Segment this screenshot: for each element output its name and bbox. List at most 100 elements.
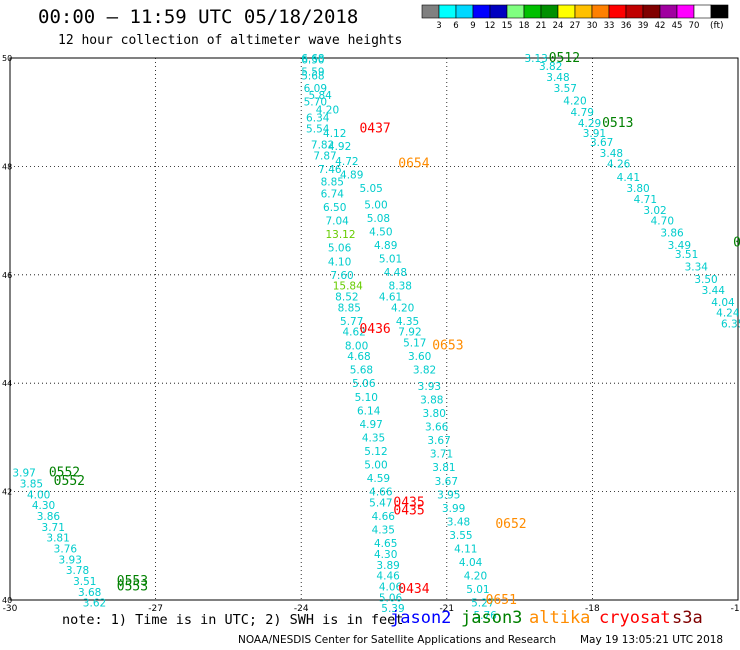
colorbar-swatch xyxy=(693,4,712,19)
wave-height-value: 3.51 xyxy=(675,249,698,261)
wave-height-value: 4.00 xyxy=(27,489,50,501)
wave-height-value: 6.74 xyxy=(321,189,345,201)
wave-height-value: 15.84 xyxy=(333,281,363,293)
wave-height-value: 4.24 xyxy=(716,308,740,320)
wave-height-value: 5.05 xyxy=(359,183,382,195)
wave-height-value: 3.55 xyxy=(449,530,472,542)
footer-credit: NOAA/NESDIS Center for Satellite Applica… xyxy=(238,634,556,646)
page-title: 00:00 – 11:59 UTC 05/18/2018 xyxy=(38,6,359,28)
colorbar-tick-label: 42 xyxy=(655,21,666,31)
pass-label: 0 xyxy=(733,235,740,250)
wave-height-value: 4.59 xyxy=(367,473,390,485)
wave-height-value: 3.62 xyxy=(83,598,106,610)
y-tick-label: 44 xyxy=(2,379,12,388)
wave-height-value: 4.48 xyxy=(384,267,407,279)
wave-height-value: 5.59 xyxy=(301,67,324,79)
plot-frame xyxy=(9,57,739,601)
wave-height-value: 4.30 xyxy=(374,549,397,561)
colorbar-tick-label: 3 xyxy=(436,21,441,31)
wave-height-value: 3.81 xyxy=(46,533,69,545)
wave-height-value: 5.01 xyxy=(379,254,402,266)
colorbar-swatch xyxy=(659,4,678,19)
pass-label: 0654 xyxy=(398,157,429,172)
colorbar-swatch xyxy=(489,4,508,19)
wave-height-value: 3.51 xyxy=(73,576,96,588)
colorbar-swatch xyxy=(625,4,644,19)
colorbar-tick-label: 27 xyxy=(570,21,581,31)
wave-height-value: 4.04 xyxy=(459,557,483,569)
wave-height-value: 4.20 xyxy=(464,571,487,583)
wave-height-value: 8.00 xyxy=(345,340,368,352)
pass-label: 0552 xyxy=(49,466,80,481)
colorbar-tick-label: 33 xyxy=(604,21,615,31)
colorbar-swatch xyxy=(557,4,576,19)
footer-timestamp: May 19 13:05:21 UTC 2018 xyxy=(580,634,724,646)
wave-height-value: 3.67 xyxy=(590,137,613,149)
wave-height-value: 4.71 xyxy=(634,194,657,206)
colorbar-tick-label: 45 xyxy=(672,21,683,31)
wave-height-value: 4.61 xyxy=(379,291,402,303)
wave-height-value: 3.76 xyxy=(54,544,78,556)
x-tick-label: -27 xyxy=(148,604,163,614)
wave-height-value: 3.95 xyxy=(437,489,460,501)
wave-height-value: 3.50 xyxy=(694,274,717,286)
wave-height-value: 5.00 xyxy=(364,460,387,472)
wave-height-value: 3.93 xyxy=(418,381,441,393)
wave-height-value: 4.62 xyxy=(342,327,365,339)
wave-height-value: 3.48 xyxy=(546,72,569,84)
wave-height-value: 5.06 xyxy=(328,243,352,255)
wave-height-value: 4.29 xyxy=(578,118,601,130)
wave-height-value: 3.60 xyxy=(408,351,431,363)
wave-height-value: 6.14 xyxy=(357,405,381,417)
colorbar-unit: (ft) xyxy=(710,21,724,31)
x-tick-label: -15 xyxy=(731,604,740,614)
wave-height-value: 5.77 xyxy=(340,316,363,328)
wave-height-value: 8.85 xyxy=(321,177,344,189)
wave-height-value: 3.71 xyxy=(430,449,453,461)
colorbar-swatch xyxy=(591,4,610,19)
wave-height-value: 3.85 xyxy=(20,478,43,490)
legend-cryosat: cryosat xyxy=(599,608,671,628)
pass-label: 0435 xyxy=(393,495,424,510)
wave-height-value: 3.67 xyxy=(427,435,450,447)
y-tick-label: 40 xyxy=(2,596,12,605)
wave-height-value: 5.08 xyxy=(367,213,390,225)
wave-height-value: 4.66 xyxy=(369,487,393,499)
wave-height-value: 3.93 xyxy=(59,554,82,566)
legend-s3a: s3a xyxy=(672,608,703,628)
wave-height-value: 3.48 xyxy=(447,516,470,528)
y-tick-label: 46 xyxy=(2,271,12,280)
x-tick-label: -18 xyxy=(585,604,600,614)
wave-height-value: 6.34 xyxy=(306,113,330,125)
wave-height-value: 3.66 xyxy=(425,422,449,434)
colorbar-swatch xyxy=(455,4,474,19)
legend-altika: altika xyxy=(529,608,591,628)
wave-height-value: 4.35 xyxy=(372,525,395,537)
note-text: note: 1) Time is in UTC; 2) SWH is in fe… xyxy=(62,612,404,628)
colorbar-tick-label: 12 xyxy=(485,21,496,31)
colorbar-swatch xyxy=(506,4,525,19)
pass-label: 0651 xyxy=(486,593,517,608)
wave-height-value: 13.12 xyxy=(325,229,355,241)
wave-height-value: 3.99 xyxy=(442,503,465,515)
y-tick-label: 42 xyxy=(2,488,12,497)
wave-height-value: 4.41 xyxy=(617,172,640,184)
colorbar-tick-label: 6 xyxy=(453,21,458,31)
wave-height-value: 6.09 xyxy=(304,83,327,95)
wave-height-value: 5.68 xyxy=(301,70,324,82)
wave-height-value: 3.71 xyxy=(42,522,65,534)
wave-height-value: 3.88 xyxy=(420,394,443,406)
wave-height-value: 4.50 xyxy=(369,226,392,238)
colorbar-tick-label: 9 xyxy=(470,21,475,31)
wave-height-value: 3.81 xyxy=(432,462,455,474)
pass-label: 0513 xyxy=(602,116,633,131)
pass-label: 0437 xyxy=(359,121,390,136)
pass-label: 0552 xyxy=(54,474,85,489)
wave-height-value: 4.20 xyxy=(316,104,339,116)
wave-height-value: 3.68 xyxy=(78,587,101,599)
colorbar-tick-label: 39 xyxy=(638,21,649,31)
wave-height-value: 5.84 xyxy=(308,90,332,102)
colorbar-swatch xyxy=(642,4,661,19)
colorbar-tick-label: 21 xyxy=(536,21,547,31)
wave-height-value: 3.86 xyxy=(37,511,61,523)
